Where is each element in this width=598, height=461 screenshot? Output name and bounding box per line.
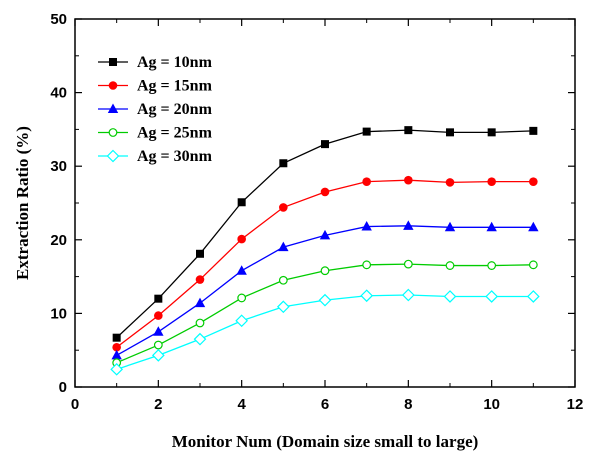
legend-marker <box>109 58 117 66</box>
data-point <box>278 241 289 252</box>
data-point <box>153 340 163 350</box>
data-point <box>528 221 539 232</box>
series-3 <box>112 259 538 368</box>
legend-label: Ag = 15nm <box>137 78 213 95</box>
data-point <box>529 177 538 186</box>
x-tick-label: 0 <box>71 396 79 413</box>
legend-label: Ag = 25nm <box>137 125 213 142</box>
data-point <box>362 177 371 186</box>
legend-marker <box>108 81 118 90</box>
data-point <box>485 290 499 303</box>
data-point <box>237 293 247 303</box>
data-point <box>404 175 413 185</box>
y-tick-label: 20 <box>50 232 67 249</box>
data-point <box>151 349 165 362</box>
x-tick-label: 4 <box>237 396 246 413</box>
data-point <box>193 332 207 346</box>
data-point <box>276 300 290 314</box>
data-point <box>279 159 288 168</box>
data-point <box>443 290 457 303</box>
tick-labels: 0 2 4 6 8 10 12 0 10 20 30 40 50 <box>50 11 583 413</box>
data-point <box>321 140 329 149</box>
data-point <box>446 128 454 137</box>
data-point <box>153 326 164 336</box>
data-point <box>444 221 456 232</box>
legend-item: Ag = 20nm <box>98 101 213 118</box>
axis-ticks <box>74 18 576 388</box>
series-1 <box>112 175 538 352</box>
data-point <box>237 234 246 244</box>
data-point <box>278 275 288 285</box>
legend-item: Ag = 15nm <box>98 78 213 95</box>
legend-label: Ag = 30nm <box>137 148 213 165</box>
data-point <box>112 342 121 352</box>
x-tick-label: 12 <box>567 396 584 413</box>
data-point <box>445 261 455 270</box>
legend-marker <box>107 103 119 113</box>
legend-marker <box>108 128 118 137</box>
data-point <box>487 128 496 137</box>
legend-item: Ag = 25nm <box>98 125 213 142</box>
legend-label: Ag = 20nm <box>137 101 213 118</box>
data-point <box>236 265 247 275</box>
data-point <box>319 229 331 240</box>
data-point <box>403 220 414 230</box>
data-point <box>235 314 249 328</box>
data-point <box>529 126 538 135</box>
x-axis-title: Monitor Num (Domain size small to large) <box>172 432 479 451</box>
data-point <box>194 297 206 308</box>
data-point <box>196 249 204 258</box>
x-tick-label: 10 <box>483 396 500 413</box>
data-point <box>403 259 413 269</box>
y-tick-label: 40 <box>50 85 67 102</box>
data-point <box>360 289 374 303</box>
data-point <box>445 178 455 187</box>
plot-area <box>74 18 576 388</box>
series-group <box>110 126 540 376</box>
legend-item: Ag = 10nm <box>98 54 213 71</box>
data-point <box>111 349 122 360</box>
series-0 <box>112 126 538 342</box>
data-point <box>279 203 288 212</box>
y-tick-label: 0 <box>59 379 67 396</box>
data-point <box>487 177 496 186</box>
x-tick-label: 6 <box>321 396 329 413</box>
data-point <box>112 333 121 342</box>
data-point <box>487 261 497 270</box>
data-point <box>320 187 330 197</box>
x-tick-label: 8 <box>404 396 412 413</box>
data-point <box>528 260 538 270</box>
y-tick-label: 10 <box>50 305 67 322</box>
data-point <box>401 288 415 302</box>
y-tick-label: 30 <box>50 158 67 175</box>
data-point <box>154 311 163 320</box>
data-point <box>320 266 330 276</box>
legend-item: Ag = 30nm <box>98 148 213 165</box>
data-point <box>154 294 163 303</box>
data-point <box>318 293 332 307</box>
data-point <box>526 290 540 303</box>
data-point <box>237 198 246 207</box>
data-point <box>486 221 497 232</box>
legend-label: Ag = 10nm <box>137 54 213 71</box>
series-2 <box>111 220 539 360</box>
x-tick-label: 2 <box>154 396 162 413</box>
legend: Ag = 10nm Ag = 15nm Ag = 20nm Ag = 25nm Ag =… <box>98 54 213 165</box>
legend-marker <box>106 149 120 163</box>
data-point <box>361 221 372 231</box>
y-tick-label: 50 <box>50 11 67 28</box>
data-point <box>195 318 205 328</box>
data-point <box>110 362 124 376</box>
data-point <box>362 127 371 136</box>
series-4 <box>110 288 540 376</box>
data-point <box>195 275 205 284</box>
y-axis-title: Extraction Ratio (%) <box>13 126 32 280</box>
data-point <box>404 126 413 135</box>
data-point <box>362 260 372 270</box>
